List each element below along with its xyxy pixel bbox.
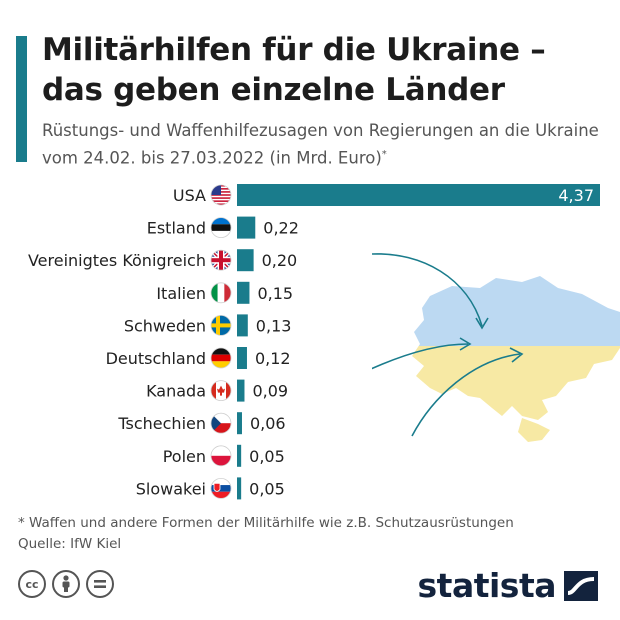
se-flag-icon: [210, 314, 232, 336]
by-icon[interactable]: [52, 570, 80, 598]
ukraine-map-illustration: [372, 253, 620, 442]
subtitle-footnote-mark: *: [381, 149, 387, 160]
statista-logo-icon: [564, 570, 598, 601]
nd-icon[interactable]: [86, 570, 114, 598]
ca-flag-icon: [210, 380, 232, 402]
bar-kanada: [237, 379, 245, 402]
it-flag-icon: [210, 282, 232, 304]
value-label-schweden: 0,13: [256, 316, 292, 335]
category-label-italien: Italien: [156, 284, 206, 303]
cc-icon[interactable]: cc: [18, 570, 46, 598]
bar-schweden: [237, 314, 248, 337]
de-flag-icon: [210, 347, 232, 369]
value-label-slowakei: 0,05: [249, 479, 285, 498]
category-label-deutschland: Deutschland: [106, 349, 206, 368]
value-label-polen: 0,05: [249, 447, 285, 466]
arrow-2-head: [459, 337, 472, 351]
category-label-polen: Polen: [163, 447, 206, 466]
ee-flag-icon: [210, 217, 232, 238]
value-label-estland: 0,22: [263, 219, 299, 238]
category-label-tschechien: Tschechien: [117, 414, 206, 433]
value-label-tschechien: 0,06: [250, 414, 286, 433]
arrow-3: [411, 353, 521, 437]
cz-flag-icon: [210, 412, 232, 434]
source-text: Quelle: IfW Kiel: [18, 536, 122, 552]
bars-layer: USA 4,37 Estland 0,22 Vereinigtes Königreich…: [28, 184, 600, 500]
value-label-vereinigtes-königreich: 0,20: [262, 251, 298, 270]
value-label-deutschland: 0,12: [255, 349, 291, 368]
arrow-group: [372, 253, 524, 437]
bar-chart: USA 4,37 Estland 0,22 Vereinigtes Königreich…: [28, 184, 600, 500]
category-label-slowakei: Slowakei: [136, 479, 206, 498]
statista-logo[interactable]: statista: [418, 566, 598, 605]
bar-estland: [237, 216, 256, 239]
arrow-2: [372, 343, 469, 370]
category-label-estland: Estland: [147, 219, 206, 238]
sk-flag-icon: [210, 477, 232, 499]
chart-subtitle: Rüstungs- und Waffenhilfezusagen von Reg…: [42, 119, 612, 171]
category-label-usa: USA: [173, 186, 206, 205]
category-label-vereinigtes-königreich: Vereinigtes Königreich: [28, 251, 206, 270]
category-label-schweden: Schweden: [124, 316, 206, 335]
arrow-1-head: [475, 317, 489, 330]
chart-title: Militärhilfen für die Ukraine – das gebe…: [42, 32, 546, 108]
bar-polen: [237, 444, 242, 467]
arrow-1: [372, 253, 483, 327]
brand-name: statista: [417, 566, 557, 605]
bar-vereinigtes-königreich: [237, 249, 254, 272]
value-label-kanada: 0,09: [252, 382, 288, 401]
bar-italien: [237, 281, 250, 304]
us-flag-icon: [210, 184, 232, 206]
footnote: * Waffen und andere Formen der Militärhi…: [18, 515, 514, 531]
value-label-italien: 0,15: [257, 284, 293, 303]
bar-tschechien: [237, 412, 242, 435]
value-label-usa: 4,37: [558, 186, 594, 205]
gb-flag-icon: [210, 249, 232, 271]
license-icons: cc: [18, 570, 114, 598]
bar-slowakei: [237, 477, 242, 500]
bar-deutschland: [237, 347, 247, 369]
arrow-3-head: [509, 347, 524, 363]
pl-flag-icon: [210, 445, 232, 467]
crimea-shape: [518, 418, 550, 442]
title-accent-bar: [16, 36, 27, 162]
bar-usa: [237, 184, 600, 206]
subtitle-text: Rüstungs- und Waffenhilfezusagen von Reg…: [42, 121, 599, 168]
category-label-kanada: Kanada: [146, 382, 206, 401]
